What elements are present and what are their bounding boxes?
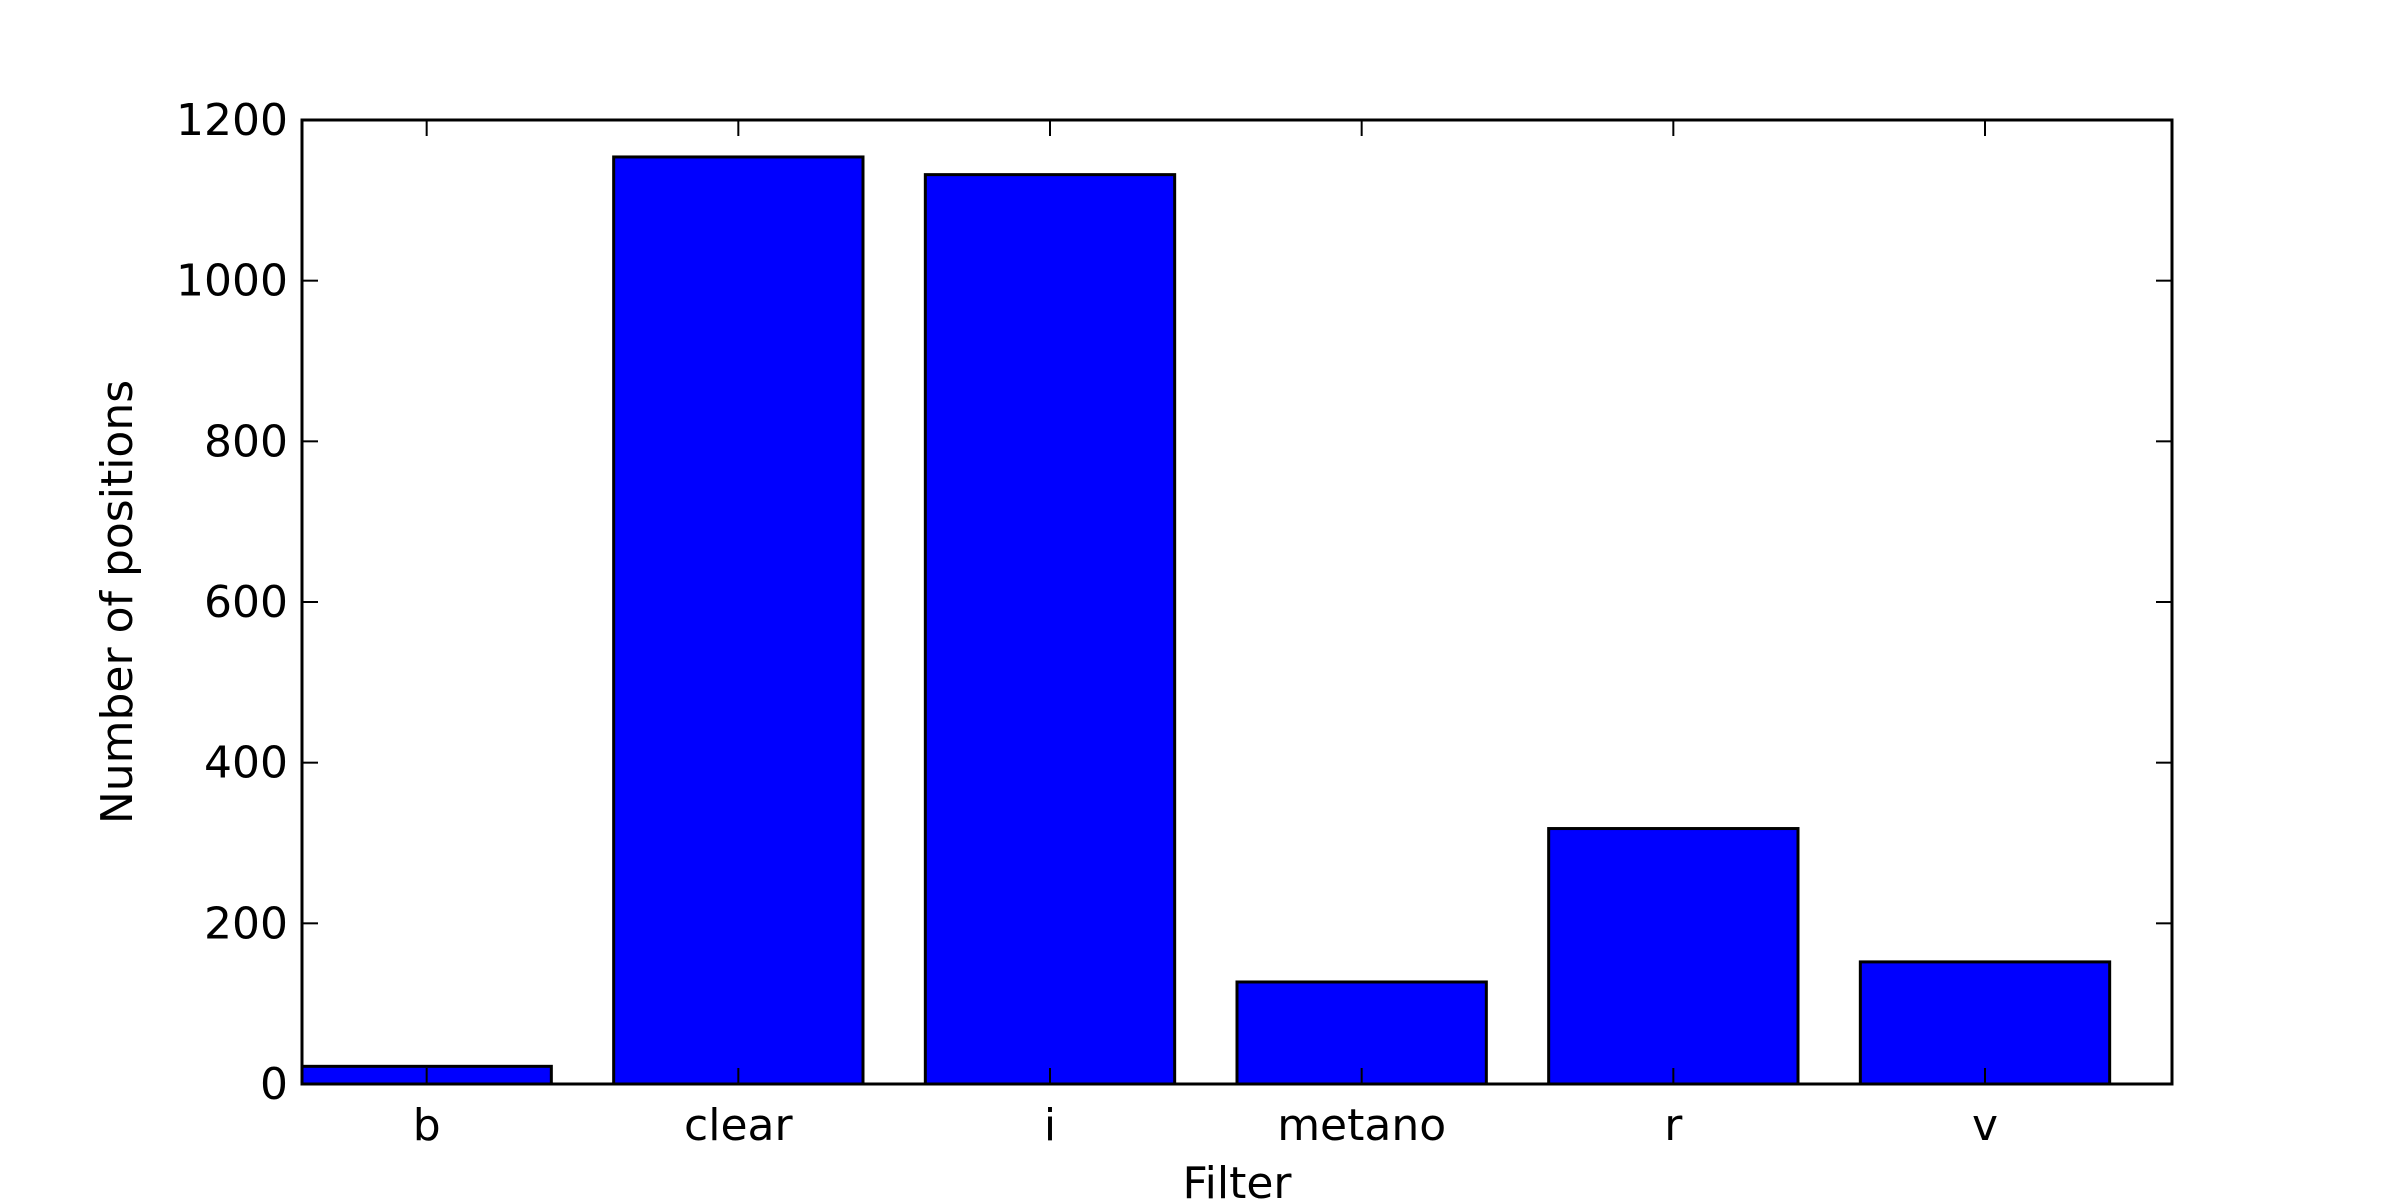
y-tick-label: 1200: [176, 95, 288, 146]
y-tick-label: 600: [204, 577, 288, 628]
x-tick-label: r: [1664, 1100, 1683, 1151]
bar-r: [1547, 827, 1800, 1086]
y-tick-label: 1000: [176, 256, 288, 307]
x-tick-label: metano: [1277, 1100, 1446, 1151]
y-tick-label: 0: [260, 1059, 288, 1110]
bar-metano: [1235, 980, 1488, 1086]
x-tick-label: i: [1044, 1100, 1056, 1151]
y-tick-label: 400: [204, 738, 288, 789]
x-tick-label: b: [413, 1100, 441, 1151]
x-tick-label: v: [1972, 1100, 1998, 1151]
bar-clear: [612, 155, 865, 1086]
x-tick-label: clear: [684, 1100, 793, 1151]
y-tick-label: 800: [204, 416, 288, 467]
y-tick-labels: 0 200 400 600 800 1000 1200: [176, 95, 288, 1110]
x-axis-label: Filter: [1183, 1158, 1293, 1200]
x-tick-labels: b clear i metano r v: [413, 1100, 1998, 1151]
bar-v: [1858, 960, 2112, 1086]
plot-frame: [300, 118, 2174, 1086]
bar-i: [923, 173, 1177, 1086]
y-axis-label: Number of positions: [92, 380, 143, 824]
bars-group: [300, 155, 2112, 1086]
y-tick-label: 200: [204, 898, 288, 949]
